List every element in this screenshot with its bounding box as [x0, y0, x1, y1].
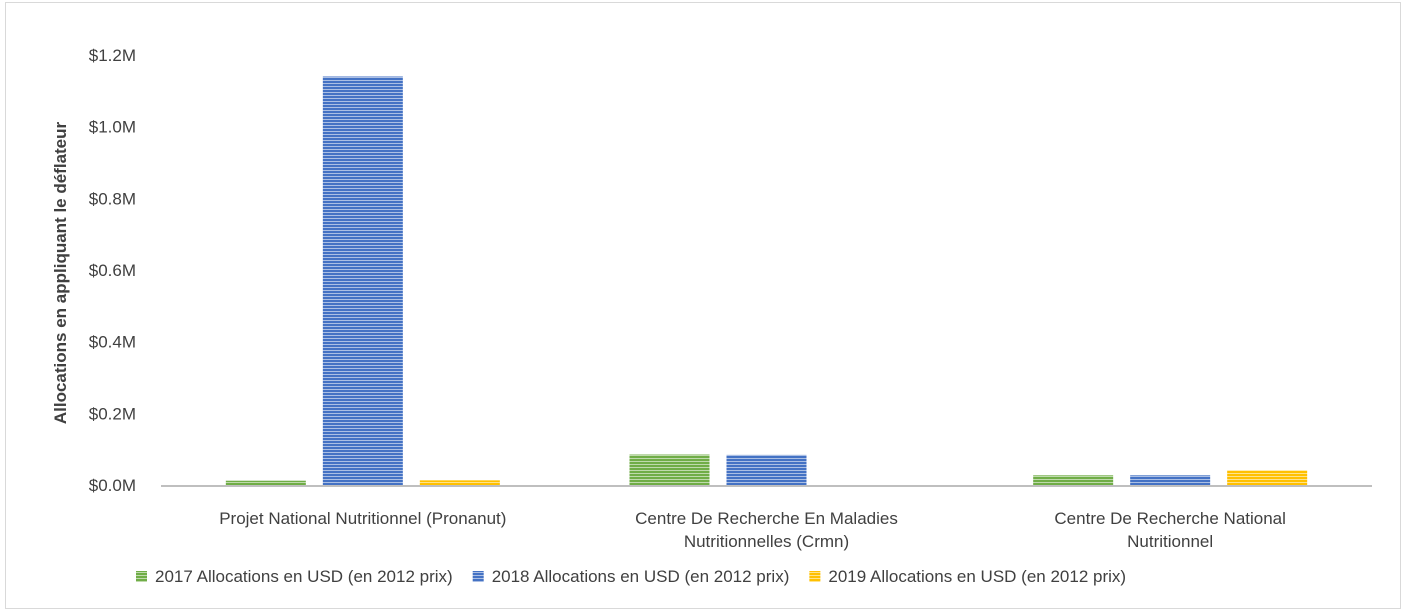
- y-tick-label: $1.0M: [89, 118, 136, 137]
- y-tick-labels: $0.0M $0.2M $0.4M $0.6M $0.8M $1.0M $1.2M: [89, 46, 136, 495]
- bar-1-0: [322, 76, 403, 485]
- chart-frame: Allocations en appliquant le déflateur $…: [5, 2, 1401, 609]
- legend-item: 2019 Allocations en USD (en 2012 prix): [809, 567, 1126, 586]
- bars: [225, 76, 1308, 485]
- y-tick-label: $1.2M: [89, 46, 136, 65]
- legend-swatch: [136, 571, 147, 582]
- legend-item: 2018 Allocations en USD (en 2012 prix): [472, 567, 790, 586]
- bar-2-0: [419, 480, 500, 485]
- legend-item: 2017 Allocations en USD (en 2012 prix): [136, 567, 453, 586]
- bar-chart: Allocations en appliquant le déflateur $…: [51, 46, 1372, 586]
- legend-label: 2018 Allocations en USD (en 2012 prix): [492, 567, 790, 586]
- bar-2-2: [1227, 470, 1308, 485]
- legend-swatch: [809, 571, 821, 582]
- y-axis-title: Allocations en appliquant le déflateur: [51, 121, 70, 424]
- legend-label: 2017 Allocations en USD (en 2012 prix): [155, 567, 453, 586]
- y-tick-label: $0.6M: [89, 261, 136, 280]
- y-tick-label: $0.0M: [89, 476, 136, 495]
- bar-0-0: [225, 480, 306, 485]
- x-category-label: Centre De Recherche National Nutritionnel: [1054, 509, 1286, 551]
- legend-swatch: [472, 571, 484, 582]
- y-tick-label: $0.4M: [89, 333, 136, 352]
- y-tick-label: $0.8M: [89, 189, 136, 208]
- legend-label: 2019 Allocations en USD (en 2012 prix): [828, 567, 1126, 586]
- bar-0-1: [629, 454, 710, 485]
- legend: 2017 Allocations en USD (en 2012 prix) 20…: [136, 567, 1126, 586]
- bar-0-2: [1033, 475, 1114, 485]
- bar-1-1: [726, 454, 807, 485]
- bar-1-2: [1130, 475, 1211, 485]
- x-category-label: Projet National Nutritionnel (Pronanut): [219, 509, 506, 528]
- y-tick-label: $0.2M: [89, 404, 136, 423]
- x-tick-labels: Projet National Nutritionnel (Pronanut) C…: [219, 509, 1286, 551]
- x-category-label: Centre De Recherche En Maladies Nutrition…: [635, 509, 898, 551]
